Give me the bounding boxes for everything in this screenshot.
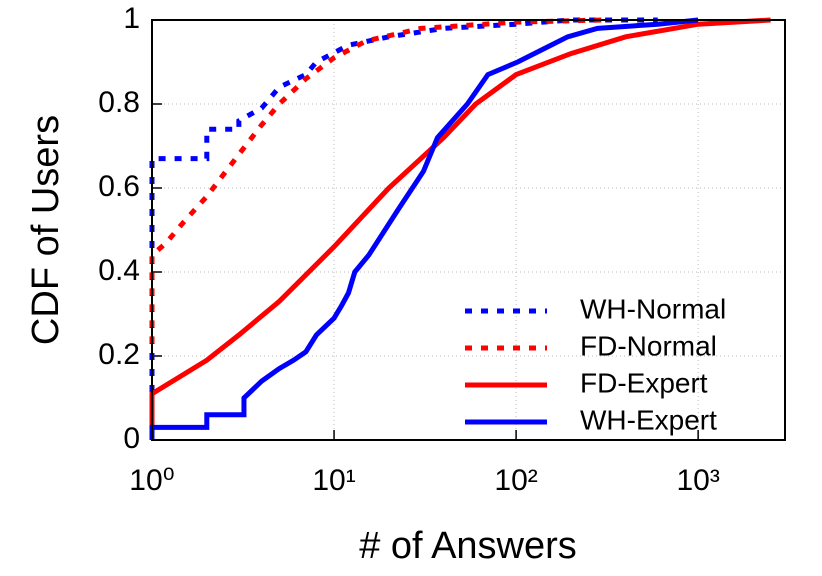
- legend-label: WH-Normal: [580, 293, 726, 324]
- series-line: [149, 17, 771, 440]
- y-tick-label: 1: [123, 2, 140, 35]
- y-tick-label: 0.2: [98, 338, 140, 371]
- x-tick-label: 10⁰: [129, 464, 174, 497]
- plot-frame: [151, 19, 786, 441]
- x-tick-label: 10¹: [312, 464, 355, 497]
- legend-label: FD-Expert: [580, 367, 708, 398]
- series-line: [149, 17, 699, 440]
- legend-label: FD-Normal: [580, 330, 717, 361]
- y-tick-label: 0.8: [98, 86, 140, 119]
- x-axis-title: # of Answers: [359, 525, 577, 567]
- legend-label: WH-Expert: [580, 404, 717, 435]
- x-tick-label: 10³: [676, 464, 719, 497]
- series-line: [149, 17, 604, 344]
- y-tick-label: 0.4: [98, 254, 140, 287]
- x-tick-label: 10²: [494, 464, 537, 497]
- y-tick-label: 0: [123, 422, 140, 455]
- y-axis-title: CDF of Users: [25, 115, 67, 345]
- y-tick-label: 0.6: [98, 170, 140, 203]
